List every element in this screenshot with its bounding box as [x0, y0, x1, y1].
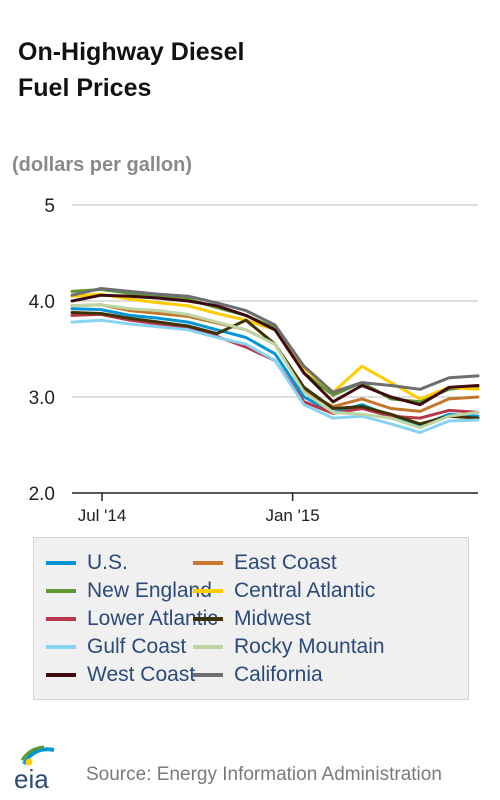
legend-item: Midwest: [193, 605, 311, 633]
legend-label: New England: [87, 579, 212, 602]
logo-text: eia: [14, 764, 49, 792]
series-line: [70, 318, 480, 434]
legend-item: Rocky Mountain: [193, 633, 385, 661]
legend-label: West Coast: [87, 663, 196, 686]
y-axis-label: (dollars per gallon): [12, 154, 193, 176]
series-line: [70, 307, 480, 428]
y-tick-label: 3.0: [29, 388, 55, 409]
source-note: Source: Energy Information Administratio…: [86, 764, 442, 785]
legend-item: California: [193, 661, 323, 689]
chart-title: On-Highway Diesel Fuel Prices: [18, 34, 318, 106]
legend-label: Midwest: [234, 607, 312, 630]
legend-item: Gulf Coast: [46, 633, 186, 661]
legend-label: Lower Atlantic: [87, 607, 218, 630]
grid-lines: [72, 204, 478, 398]
legend-swatch: [193, 589, 223, 593]
legend-swatch: [46, 645, 76, 649]
y-tick-label: 2.0: [29, 484, 55, 505]
legend-swatch: [193, 561, 223, 565]
x-tick-label: Jul '14: [78, 506, 127, 525]
legend-label: U.S.: [87, 551, 128, 574]
legend-label: California: [234, 663, 323, 686]
legend-swatch: [46, 673, 76, 677]
legend-item: West Coast: [46, 661, 195, 689]
legend-swatch: [193, 617, 223, 621]
legend-item: Central Atlantic: [193, 577, 375, 605]
series-line: [70, 287, 480, 394]
legend-swatch: [193, 645, 223, 649]
y-tick-label: 4.0: [29, 292, 55, 313]
line-chart: 5 4.0 3.0 2.0 Jul '14 Jan '15: [29, 196, 480, 525]
legend-item: U.S.: [46, 549, 128, 577]
legend-label: Central Atlantic: [234, 579, 376, 602]
x-tick-label: Jan '15: [265, 506, 319, 525]
legend-item: Lower Atlantic: [46, 605, 218, 633]
legend-label: Gulf Coast: [87, 635, 187, 658]
legend-item: East Coast: [193, 549, 337, 577]
legend: U.S. East Coast New England Central Atlanti…: [33, 537, 469, 700]
legend-swatch: [46, 589, 76, 593]
legend-label: East Coast: [234, 551, 337, 574]
chart-title-line-2: Fuel Prices: [18, 74, 152, 102]
series-line: [70, 303, 480, 430]
eia-sun-logo-icon: eia: [14, 745, 55, 792]
y-tick-label: 5: [44, 196, 55, 217]
axes: 5 4.0 3.0 2.0 Jul '14 Jan '15: [29, 196, 478, 525]
series-lines: [70, 287, 480, 434]
series-line: [70, 293, 480, 407]
legend-swatch: [46, 561, 76, 565]
legend-swatch: [193, 673, 223, 677]
legend-swatch: [46, 617, 76, 621]
chart-title-line-1: On-Highway Diesel: [18, 38, 245, 66]
legend-item: New England: [46, 577, 212, 605]
legend-label: Rocky Mountain: [234, 635, 385, 658]
